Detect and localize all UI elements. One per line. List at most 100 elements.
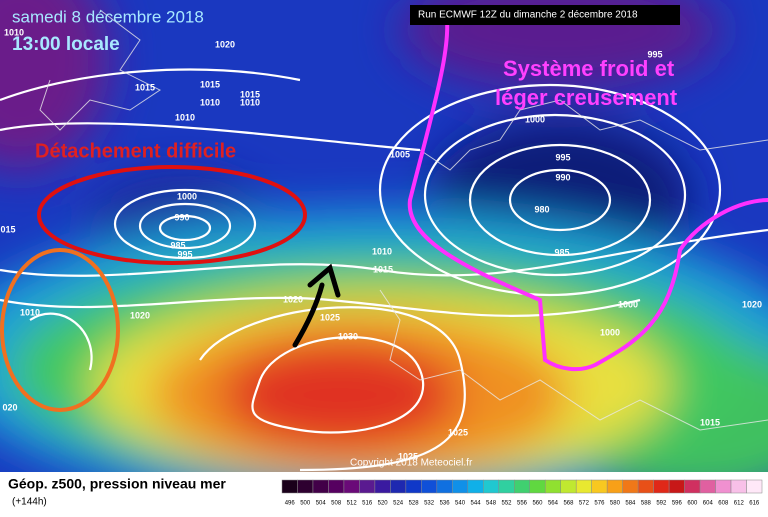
legend-label: 588: [641, 501, 652, 507]
legend-cell: [637, 479, 654, 494]
isobar-label: 1020: [215, 39, 235, 49]
legend-cell: [653, 479, 670, 494]
legend-cell: [544, 479, 561, 494]
legend-label: 512: [347, 501, 358, 507]
legend-cell: [343, 479, 360, 494]
legend-cell: [529, 479, 546, 494]
isobar-label: 1010: [240, 97, 260, 107]
coastlines: [39, 9, 768, 431]
legend-cell: [746, 479, 763, 494]
isobar-label: 1030: [338, 331, 358, 341]
isobar-label: 1025: [398, 451, 418, 461]
isobar-label: 1015: [700, 417, 720, 427]
isobar-label: 1010: [200, 97, 220, 107]
isobar-label: 1020: [283, 294, 303, 304]
legend-label: 608: [718, 501, 729, 507]
isobar-label: 1000: [600, 327, 620, 337]
arrow: [292, 263, 341, 348]
isobar-label: 1000: [177, 191, 197, 201]
isobar-label: 985: [554, 247, 569, 257]
legend-label: 552: [502, 501, 513, 507]
legend-label: 596: [672, 501, 683, 507]
legend-cell: [374, 479, 391, 494]
detachment-circle: [37, 165, 307, 265]
isobar-label: 1010: [4, 27, 24, 37]
isobar-label: 1015: [135, 82, 155, 92]
run-box: [410, 5, 680, 25]
time: 13:00 locale: [12, 34, 120, 55]
legend-cell: [421, 479, 438, 494]
legend-cell: [498, 479, 515, 494]
legend-cell: [622, 479, 639, 494]
legend-cell: [467, 479, 484, 494]
legend-label: 556: [517, 501, 528, 507]
isobar-label: 1000: [525, 114, 545, 124]
legend-cell: [699, 479, 716, 494]
isobar-label: 1015: [200, 79, 220, 89]
legend-label: 548: [486, 501, 497, 507]
legend-label: 616: [749, 501, 760, 507]
isobar-label: 985: [170, 240, 185, 250]
color-legend: 496 500 504 508 512 516 520 524 528 532 536 540 544 5…: [281, 479, 763, 507]
legend-label: 580: [610, 501, 621, 507]
legend-label: 504: [316, 501, 327, 507]
legend-label: 516: [362, 501, 373, 507]
isobar-label: 1010: [20, 307, 40, 317]
legend-label: 496: [285, 501, 296, 507]
copyright: Copyright 2018 Meteociel.fr: [350, 458, 473, 469]
isobar-label: 1025: [448, 427, 468, 437]
legend-cell: [560, 479, 577, 494]
legend-cell: [390, 479, 407, 494]
isobar-label: 1015: [240, 89, 260, 99]
isobar-label: 1015: [373, 264, 393, 274]
isobar-label: 995: [555, 152, 570, 162]
legend-cell: [483, 479, 500, 494]
legend-cell: [606, 479, 623, 494]
legend-cell: [715, 479, 732, 494]
legend-cell: [359, 479, 376, 494]
legend-cell: [405, 479, 422, 494]
isobar-label: 1020: [130, 310, 150, 320]
legend-label: 564: [548, 501, 559, 507]
isobar-label: 1010: [175, 112, 195, 122]
legend-label: 540: [455, 501, 466, 507]
legend-cell: [436, 479, 453, 494]
run-label: Run ECMWF 12Z du dimanche 2 décembre 201…: [418, 10, 638, 21]
legend-cell: [514, 479, 530, 494]
legend-label: 524: [393, 501, 404, 507]
legend-cell: [684, 479, 701, 494]
orange-circle: [0, 248, 120, 412]
legend-label: 560: [532, 501, 543, 507]
legend-label: 600: [687, 501, 698, 507]
isobar-label: 1000: [618, 299, 638, 309]
legend-cell: [591, 479, 608, 494]
legend-label: 544: [471, 501, 482, 507]
isobar-label: 1010: [372, 246, 392, 256]
isobars: [0, 68, 768, 472]
isobar-label: 980: [534, 204, 549, 214]
legend-label: 500: [300, 501, 311, 507]
legend-label: 536: [440, 501, 451, 507]
isobar-label: 015: [0, 224, 15, 234]
legend-label: 604: [703, 501, 714, 507]
legend-label: 528: [409, 501, 420, 507]
legend-label: 592: [656, 501, 667, 507]
legend-cell: [730, 479, 747, 494]
isobar-label: 995: [177, 249, 192, 259]
legend-label: 576: [594, 501, 605, 507]
isobar-label: 1005: [390, 149, 410, 159]
cold-system-line: [407, 7, 768, 372]
legend-label: 584: [625, 501, 636, 507]
legend-cell: [297, 479, 314, 494]
date: samedi 8 décembre 2018: [12, 7, 204, 26]
legend-cell: [312, 479, 329, 494]
footer-title: Géop. z500, pression niveau mer: [8, 476, 226, 492]
cold-system-text: léger creusement: [495, 85, 678, 110]
legend-label: 520: [378, 501, 389, 507]
isobar-label: 995: [647, 49, 662, 59]
isobar-label: 020: [2, 402, 17, 412]
legend-label: 532: [424, 501, 435, 507]
